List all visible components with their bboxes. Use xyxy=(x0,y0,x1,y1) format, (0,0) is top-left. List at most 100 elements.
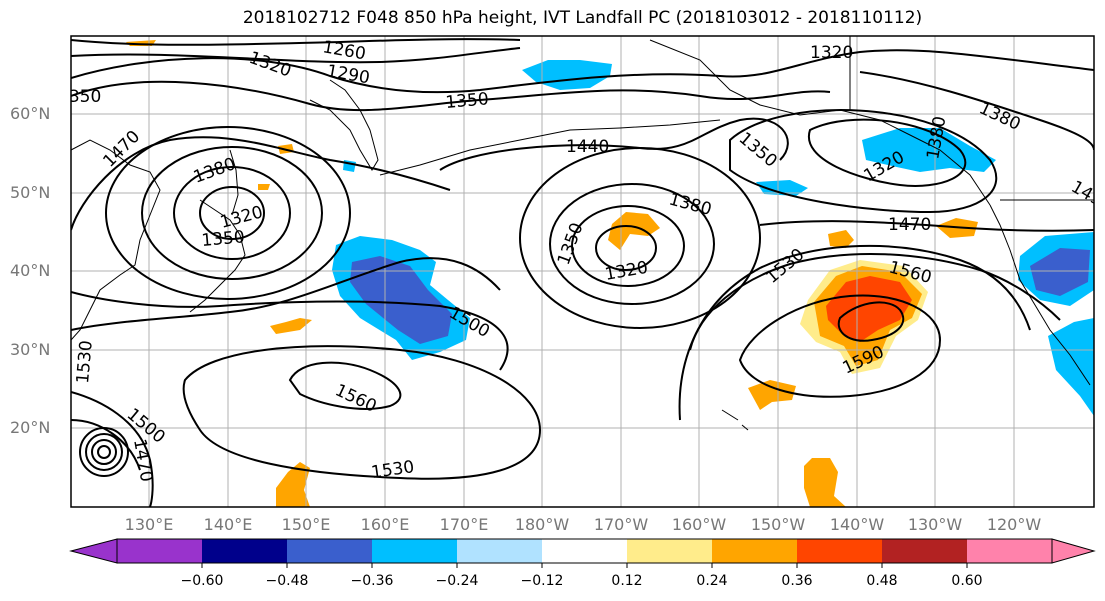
colorbar-tick-label: 0.12 xyxy=(611,573,643,589)
map-plot-area: 1260 1290 1320 1350 1440 1380 1320 1380 … xyxy=(58,36,1094,507)
colorbar-extend-left xyxy=(69,538,118,564)
contour-1530 xyxy=(71,257,501,331)
lon-label-140w: 140°W xyxy=(829,515,885,534)
contour-1530-east xyxy=(689,252,1061,351)
negative-anomaly-west-pacific-core xyxy=(350,256,452,344)
lat-label-60n: 60°N xyxy=(10,104,51,123)
contour-alaska-low-2 xyxy=(729,109,998,214)
colorbar-tick-label: −0.12 xyxy=(520,573,564,589)
contour-label: 1350 xyxy=(445,89,490,113)
contour-typhoon-2 xyxy=(91,439,117,465)
lon-label-130w: 130°W xyxy=(907,515,963,534)
contour-low-nw-3 xyxy=(141,146,323,280)
negative-anomaly-gulf xyxy=(756,180,808,196)
colorbar xyxy=(69,538,1096,568)
contour-1560-west xyxy=(288,361,402,410)
contour-low-nw-1 xyxy=(199,186,265,240)
sakhalin-coastline xyxy=(229,149,239,216)
colorbar-segment xyxy=(797,539,882,563)
colorbar-tick-label: 0.48 xyxy=(866,573,898,589)
negative-anomaly-california-core xyxy=(1030,248,1090,296)
lon-label-170w: 170°W xyxy=(593,515,649,534)
contour-low-central-2 xyxy=(571,205,685,287)
japan-coastline xyxy=(189,199,246,313)
lat-label-50n: 50°N xyxy=(10,183,51,202)
contour-1260 xyxy=(71,38,521,46)
contour-typhoon-3 xyxy=(85,433,123,471)
lat-label-40n: 40°N xyxy=(10,261,51,280)
lon-label-170e: 170°E xyxy=(439,515,489,534)
contour-low-nw-2 xyxy=(173,166,291,260)
lon-label-150e: 150°E xyxy=(281,515,331,534)
positive-anomaly-small-5 xyxy=(258,184,270,190)
colorbar-tick-label: −0.24 xyxy=(435,573,479,589)
map-title: 2018102712 F048 850 hPa height, IVT Land… xyxy=(242,8,923,28)
colorbar-segment xyxy=(117,539,202,563)
contour-1470-sw xyxy=(71,419,141,471)
contour-1530-west xyxy=(182,345,542,480)
contour-1500-sw xyxy=(71,391,154,507)
lat-label-30n: 30°N xyxy=(10,340,51,359)
colorbar-extend-right xyxy=(1051,538,1096,564)
contour-outer-east xyxy=(678,244,1031,421)
positive-anomaly-south-west xyxy=(276,462,310,507)
lon-label-160e: 160°E xyxy=(360,515,410,534)
contour-label: 1350 xyxy=(201,227,246,251)
colorbar-outline xyxy=(116,538,1053,564)
colorbar-segment xyxy=(882,539,967,563)
hawaii-islands xyxy=(721,409,749,431)
colorbar-segment xyxy=(967,539,1052,563)
contour-1500 xyxy=(71,291,509,371)
colorbar-segment xyxy=(372,539,457,563)
contour-low-nw-4 xyxy=(105,126,351,300)
contour-1440 xyxy=(439,117,789,171)
lon-label-150w: 150°W xyxy=(750,515,806,534)
contour-1470 xyxy=(71,136,451,231)
positive-anomaly-south xyxy=(804,458,846,507)
contour-label: 1320 xyxy=(810,43,853,63)
contour-1590-east xyxy=(837,301,905,342)
colorbar-segment xyxy=(712,539,797,563)
lon-label-120w: 120°W xyxy=(986,515,1042,534)
positive-anomaly-east-pacific-core xyxy=(826,276,912,342)
colorbar-segment xyxy=(287,539,372,563)
contour-1320 xyxy=(71,49,1094,94)
contour-label: 1470 xyxy=(888,215,931,235)
contour-1560-east xyxy=(738,294,942,398)
contour-label: 1530 xyxy=(73,340,97,385)
colorbar-tick-label: 0.60 xyxy=(951,573,983,589)
colorbar-segment xyxy=(542,539,627,563)
contour-1470-east xyxy=(759,220,1094,232)
colorbar-segment xyxy=(202,539,287,563)
height-contours xyxy=(71,38,1094,507)
lon-label-130e: 130°E xyxy=(124,515,174,534)
colorbar-segment xyxy=(457,539,542,563)
colorbar-tick-label: 0.36 xyxy=(781,573,813,589)
lon-label-160w: 160°W xyxy=(671,515,727,534)
contour-label: 1440 xyxy=(566,137,609,157)
colorbar-segment xyxy=(627,539,712,563)
contour-1350 xyxy=(71,80,831,112)
colorbar-tick-label: −0.60 xyxy=(180,573,224,589)
contour-1290 xyxy=(71,47,521,64)
map-border xyxy=(70,35,1095,508)
contour-alaska-low-1 xyxy=(807,118,967,187)
aleutian-coastline xyxy=(379,119,721,176)
contour-low-central-3 xyxy=(549,183,715,305)
lon-label-140e: 140°E xyxy=(203,515,253,534)
contour-label: 1350 xyxy=(58,87,101,107)
canada-border xyxy=(849,36,1094,201)
kamchatka-coastline xyxy=(309,79,379,171)
positive-anomaly-small-3 xyxy=(270,318,312,334)
colorbar-tick-label: 0.24 xyxy=(696,573,728,589)
lat-label-20n: 20°N xyxy=(10,418,51,437)
negative-anomaly-alaska xyxy=(862,128,996,172)
lon-label-180w: 180°W xyxy=(514,515,570,534)
positive-anomaly-hawaii xyxy=(748,380,796,410)
colorbar-tick-label: −0.36 xyxy=(350,573,394,589)
contour-1380-north xyxy=(859,71,1094,151)
colorbar-tick-label: −0.48 xyxy=(265,573,309,589)
contour-low-central-1 xyxy=(595,225,657,271)
positive-anomaly-small-1 xyxy=(828,230,854,248)
